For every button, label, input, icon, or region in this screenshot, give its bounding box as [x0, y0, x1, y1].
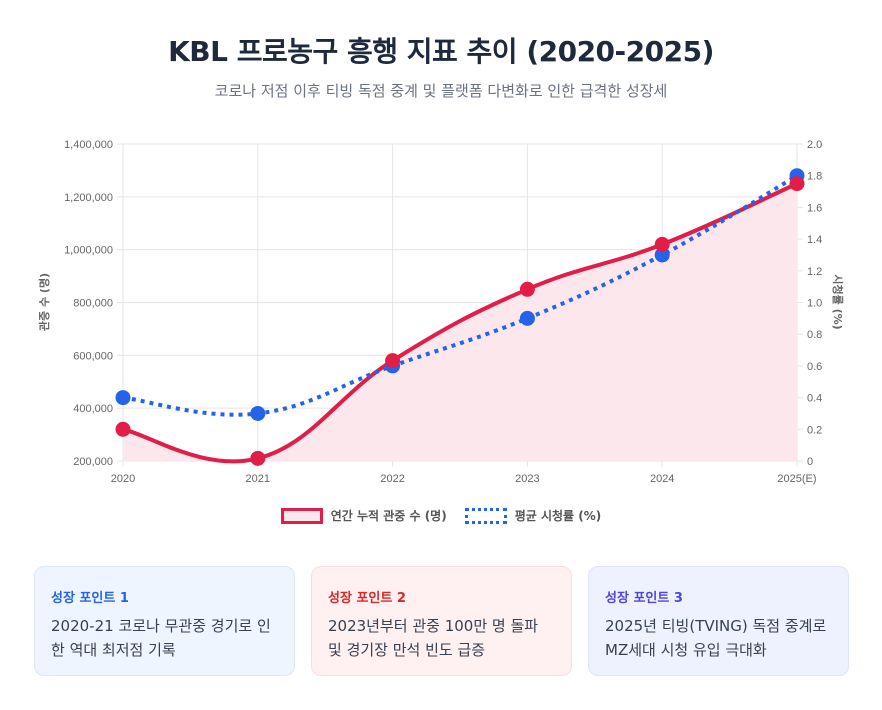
viewership-point: [115, 390, 131, 406]
left-tick-label: 200,000: [73, 456, 113, 468]
viewership-point: [519, 310, 535, 326]
insight-cards: 성장 포인트 1 2020-21 코로나 무관중 경기로 인한 역대 최저점 기…: [34, 566, 849, 676]
right-tick-label: 1.2: [807, 266, 822, 278]
attendance-point: [250, 450, 266, 466]
card-text: 2023년부터 관중 100만 명 돌파 및 경기장 만석 빈도 급증: [328, 617, 539, 659]
left-tick-label: 1,000,000: [64, 245, 113, 257]
right-tick-label: 0.2: [807, 424, 822, 436]
page-subtitle: 코로나 저점 이후 티빙 독점 중계 및 플랫폼 다변화로 인한 급격한 성장세: [214, 82, 668, 100]
x-tick-label: 2022: [380, 473, 404, 485]
right-tick-label: 0.4: [807, 393, 822, 405]
card-title: 성장 포인트 3: [605, 591, 683, 606]
right-axis-title: 시청률 (%): [831, 274, 845, 329]
legend-label-attendance: 연간 누적 관중 수 (명): [330, 509, 447, 523]
page-title: KBL 프로농구 흥행 지표 추이 (2020-2025): [168, 35, 714, 68]
left-axis-title: 관중 수 (명): [37, 273, 51, 331]
right-tick-label: 0.6: [807, 361, 822, 373]
chart-legend: 연간 누적 관중 수 (명) 평균 시청률 (%): [0, 507, 882, 524]
left-axis-ticks: 200,000 400,000 600,000 800,000 1,000,000 1,2…: [64, 139, 113, 468]
attendance-swatch: [280, 507, 323, 524]
right-tick-label: 0.8: [807, 329, 822, 341]
insight-card-1: 성장 포인트 1 2020-21 코로나 무관중 경기로 인한 역대 최저점 기…: [34, 566, 295, 676]
card-title: 성장 포인트 2: [328, 591, 406, 606]
viewership-point: [654, 247, 670, 263]
legend-item-attendance[interactable]: 연간 누적 관중 수 (명): [280, 507, 447, 524]
card-title: 성장 포인트 1: [51, 591, 129, 606]
right-tick-label: 1.6: [807, 202, 822, 214]
x-tick-label: 2020: [111, 473, 135, 485]
left-tick-label: 1,200,000: [64, 192, 113, 204]
card-text: 2025년 티빙(TVING) 독점 중계로 MZ세대 시청 유입 극대화: [605, 617, 827, 659]
viewership-point: [250, 405, 266, 421]
legend-item-viewership[interactable]: 평균 시청률 (%): [464, 507, 602, 524]
attendance-points: [115, 176, 805, 466]
attendance-point: [115, 421, 131, 437]
attendance-point: [385, 353, 401, 369]
x-tick-label: 2025(E): [777, 473, 816, 485]
insight-card-2: 성장 포인트 2 2023년부터 관중 100만 명 돌파 및 경기장 만석 빈…: [311, 566, 572, 676]
attendance-point: [789, 176, 805, 192]
right-tick-label: 0: [807, 456, 813, 468]
attendance-point: [654, 236, 670, 252]
line-chart: 200,000 400,000 600,000 800,000 1,000,000 1,2…: [37, 139, 845, 485]
x-axis-ticks: 2020 2021 2022 2023 2024 2025(E): [111, 473, 817, 485]
right-tick-label: 1.8: [807, 171, 822, 183]
right-tick-label: 1.0: [807, 298, 822, 310]
viewership-line: [122, 173, 799, 417]
right-tick-label: 2.0: [807, 139, 822, 151]
viewership-swatch: [464, 507, 507, 524]
left-tick-label: 800,000: [73, 298, 113, 310]
right-tick-label: 1.4: [807, 234, 822, 246]
attendance-point: [519, 281, 535, 297]
right-axis-ticks: 0 0.2 0.4 0.6 0.8 1.0 1.2 1.4 1.6 1.8 2.0: [807, 139, 822, 468]
left-tick-label: 1,400,000: [64, 139, 113, 151]
attendance-line: [122, 181, 798, 464]
left-tick-label: 600,000: [73, 350, 113, 362]
left-tick-label: 400,000: [73, 403, 113, 415]
x-tick-label: 2024: [650, 473, 674, 485]
x-tick-label: 2021: [246, 473, 270, 485]
legend-label-viewership: 평균 시청률 (%): [514, 509, 602, 523]
insight-card-3: 성장 포인트 3 2025년 티빙(TVING) 독점 중계로 MZ세대 시청 …: [588, 566, 849, 676]
card-text: 2020-21 코로나 무관중 경기로 인한 역대 최저점 기록: [51, 617, 271, 659]
x-tick-label: 2023: [515, 473, 539, 485]
